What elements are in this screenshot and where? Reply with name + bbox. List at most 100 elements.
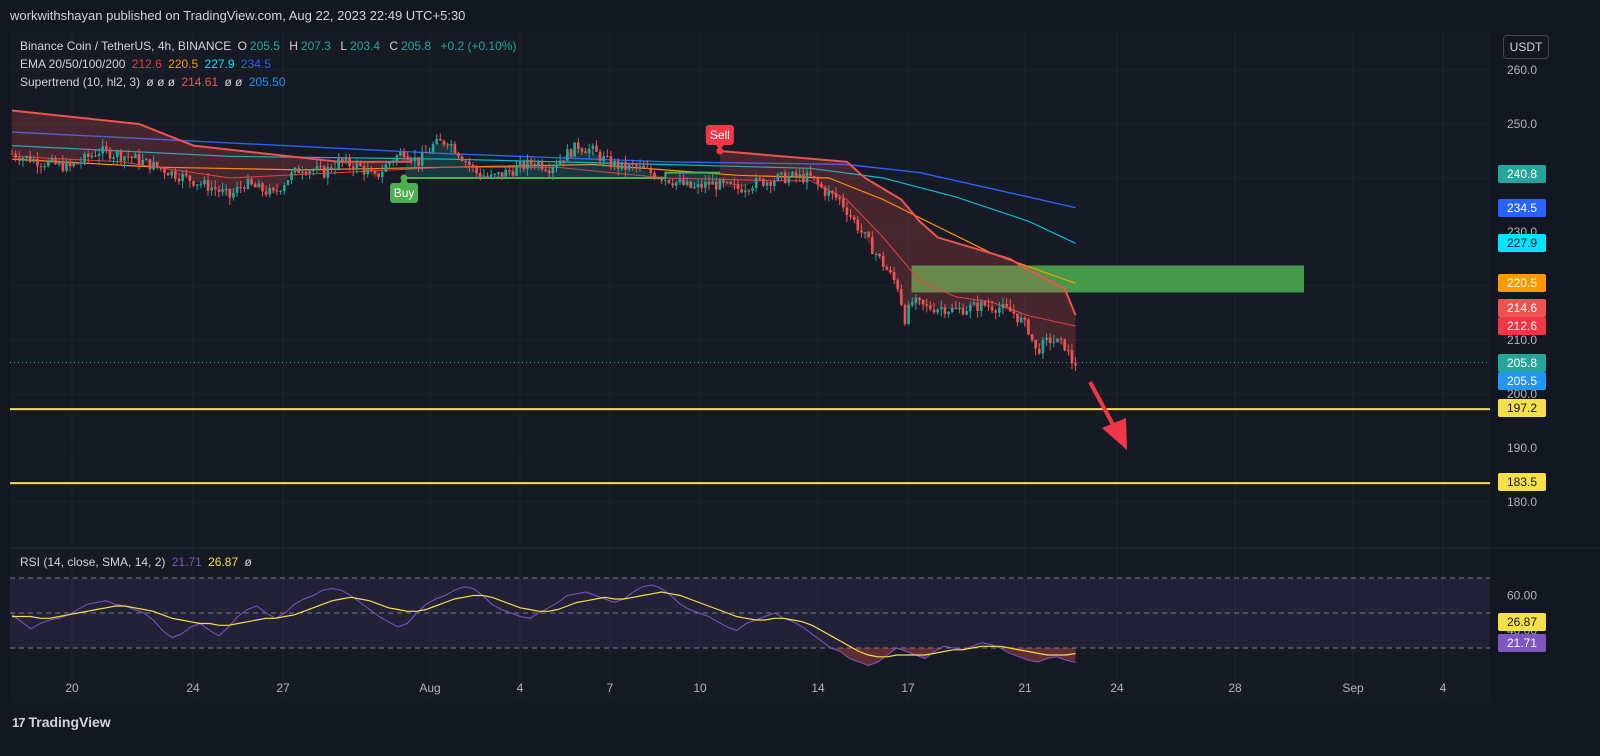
- signal-box: [390, 183, 419, 203]
- candle-body: [326, 167, 330, 178]
- candle-body: [831, 191, 834, 194]
- low-value: 203.4: [350, 39, 381, 53]
- candle-body: [584, 151, 587, 154]
- candle-body: [569, 149, 573, 157]
- price-badge-label: 220.5: [1507, 276, 1537, 290]
- rsi-legend[interactable]: RSI (14, close, SMA, 14, 2) 21.71 26.87 …: [20, 555, 255, 569]
- candle-body: [224, 189, 228, 191]
- supertrend-down-fill-2: [719, 151, 1076, 363]
- candle-body: [333, 168, 337, 170]
- support-levels-layer: [10, 362, 1490, 485]
- candle-body: [370, 169, 373, 171]
- candle-body: [700, 184, 703, 188]
- candle-body: [845, 207, 849, 216]
- candle-body: [707, 181, 711, 185]
- candle-body: [990, 306, 994, 311]
- ema-legend[interactable]: EMA 20/50/100/200 212.6 220.5 227.9 234.…: [20, 57, 274, 71]
- candle-body: [631, 164, 635, 166]
- candle-body: [881, 255, 885, 267]
- candle-body: [413, 157, 417, 162]
- signal-pointer: [400, 178, 409, 183]
- time-tick-label: 14: [811, 681, 825, 695]
- candle-body: [1034, 339, 1037, 349]
- candle-body: [1074, 363, 1077, 366]
- tradingview-logo-icon: 17: [12, 714, 26, 730]
- rsi-value: 21.71: [171, 555, 202, 569]
- candle-body: [268, 188, 272, 195]
- candle-body: [1048, 337, 1052, 343]
- candle-body: [206, 179, 210, 191]
- tradingview-logo[interactable]: 17 TradingView: [12, 714, 111, 730]
- candle-body: [449, 143, 453, 146]
- candle-body: [500, 172, 504, 177]
- candle-body: [616, 160, 620, 169]
- time-tick-label: 27: [276, 681, 290, 695]
- rsi-sma-value: 26.87: [208, 555, 239, 569]
- open-value: 205.5: [249, 39, 280, 53]
- candle-body: [718, 179, 722, 190]
- candle-body: [475, 166, 478, 174]
- candle-body: [511, 171, 515, 176]
- candle-body: [57, 161, 61, 164]
- footer: [0, 705, 1600, 756]
- candle-body: [947, 311, 950, 315]
- candle-body: [729, 181, 733, 184]
- open-label: O: [237, 39, 247, 53]
- currency-button[interactable]: USDT: [1503, 35, 1549, 59]
- ema100-value: 227.9: [204, 57, 235, 71]
- price-badge: [1498, 165, 1546, 183]
- candle-body: [907, 304, 910, 325]
- candle-body: [787, 176, 791, 183]
- candle-body: [141, 159, 144, 165]
- candle-body: [783, 172, 787, 183]
- supertrend-legend[interactable]: Supertrend (10, hl2, 3) ø ø ø 214.61 ø ø…: [20, 75, 289, 89]
- candle-body: [315, 166, 319, 170]
- price-tick-label: 260.0: [1507, 63, 1537, 77]
- candle-body: [598, 151, 602, 161]
- candle-body: [384, 164, 388, 172]
- candle-body: [522, 161, 526, 170]
- candle-body: [119, 151, 123, 161]
- candle-body: [123, 156, 126, 161]
- candle-body: [431, 144, 435, 152]
- rsi-name: RSI (14, close, SMA, 14, 2): [20, 555, 166, 569]
- down-arrow-head: [1102, 418, 1127, 450]
- candle-body: [979, 301, 983, 311]
- candle-body: [188, 175, 192, 182]
- candle-body: [279, 191, 282, 193]
- candle-body: [1063, 338, 1066, 351]
- candle-body: [10, 153, 14, 155]
- candle-body: [90, 155, 94, 158]
- candle-body: [987, 305, 990, 307]
- ema20-value: 212.6: [131, 57, 162, 71]
- close-value: 205.8: [401, 39, 432, 53]
- candle-body: [174, 171, 177, 179]
- candle-body: [798, 174, 802, 177]
- candle-body: [308, 170, 311, 174]
- candle-body: [1070, 350, 1074, 364]
- chart-panel[interactable]: [10, 31, 1490, 703]
- candle-body: [526, 159, 529, 170]
- rsi-oversold-fill: [12, 648, 1076, 666]
- candle-body: [896, 280, 900, 290]
- candle-body: [344, 158, 348, 162]
- price-badge-label: 214.6: [1507, 301, 1537, 315]
- candle-body: [508, 169, 511, 172]
- candle-body: [693, 187, 696, 189]
- candle-body: [203, 179, 206, 185]
- candle-body: [428, 151, 431, 153]
- candle-body: [341, 158, 344, 162]
- candle-body: [504, 169, 507, 177]
- price-badge: [1498, 354, 1546, 372]
- candle-body: [471, 164, 475, 167]
- candle-body: [250, 178, 253, 184]
- change-value: +0.2 (+0.10%): [440, 39, 517, 53]
- high-value: 207.3: [300, 39, 331, 53]
- signal-box: [705, 125, 734, 145]
- candle-body: [820, 183, 823, 188]
- candle-body: [714, 181, 718, 190]
- candle-body: [177, 178, 181, 182]
- symbol-legend[interactable]: Binance Coin / TetherUS, 4h, BINANCE O 20…: [20, 39, 520, 53]
- time-tick-label: 28: [1228, 681, 1242, 695]
